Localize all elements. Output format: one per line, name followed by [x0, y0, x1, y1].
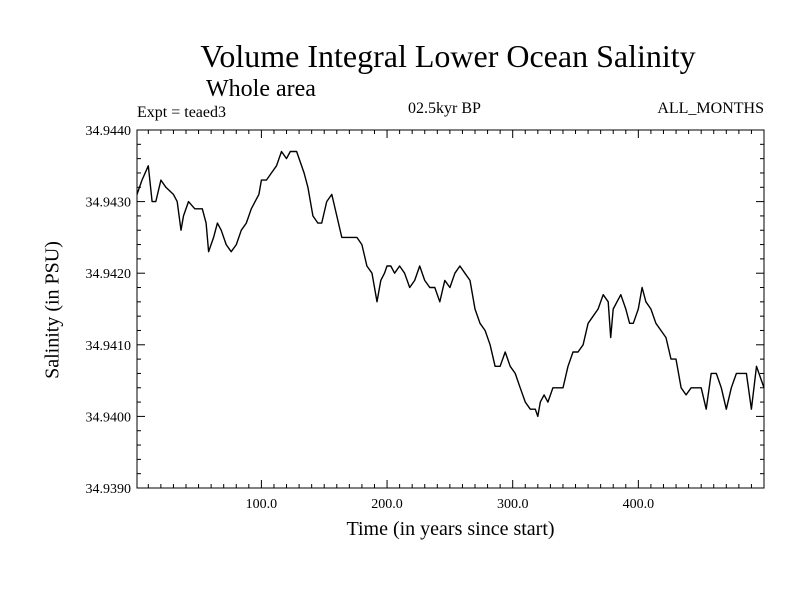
y-tick-label: 34.9400	[86, 410, 132, 425]
plot-frame	[136, 129, 765, 489]
chart-subtitle: Whole area	[206, 76, 316, 102]
months-label: ALL_MONTHS	[657, 100, 764, 117]
axis-ticks	[137, 129, 764, 489]
x-tick-label: 100.0	[246, 497, 278, 512]
experiment-label: Expt = teaed3	[137, 104, 226, 121]
x-tick-label: 200.0	[371, 497, 403, 512]
y-tick-label: 34.9390	[86, 482, 132, 497]
y-tick-label: 34.9430	[86, 196, 132, 211]
salinity-series-line	[136, 150, 765, 418]
tick-labels: 100.0 200.0 300.0 400.0 34.9390 34.9400 34.941…	[86, 124, 655, 512]
x-axis-label: Time (in years since start)	[346, 518, 555, 540]
period-label: 02.5kyr BP	[408, 100, 481, 117]
x-tick-label: 400.0	[623, 497, 655, 512]
y-tick-label: 34.9440	[86, 124, 132, 139]
y-tick-label: 34.9420	[86, 267, 132, 282]
chart-title: Volume Integral Lower Ocean Salinity	[200, 38, 696, 74]
x-tick-label: 300.0	[497, 497, 529, 512]
y-tick-label: 34.9410	[86, 339, 132, 354]
